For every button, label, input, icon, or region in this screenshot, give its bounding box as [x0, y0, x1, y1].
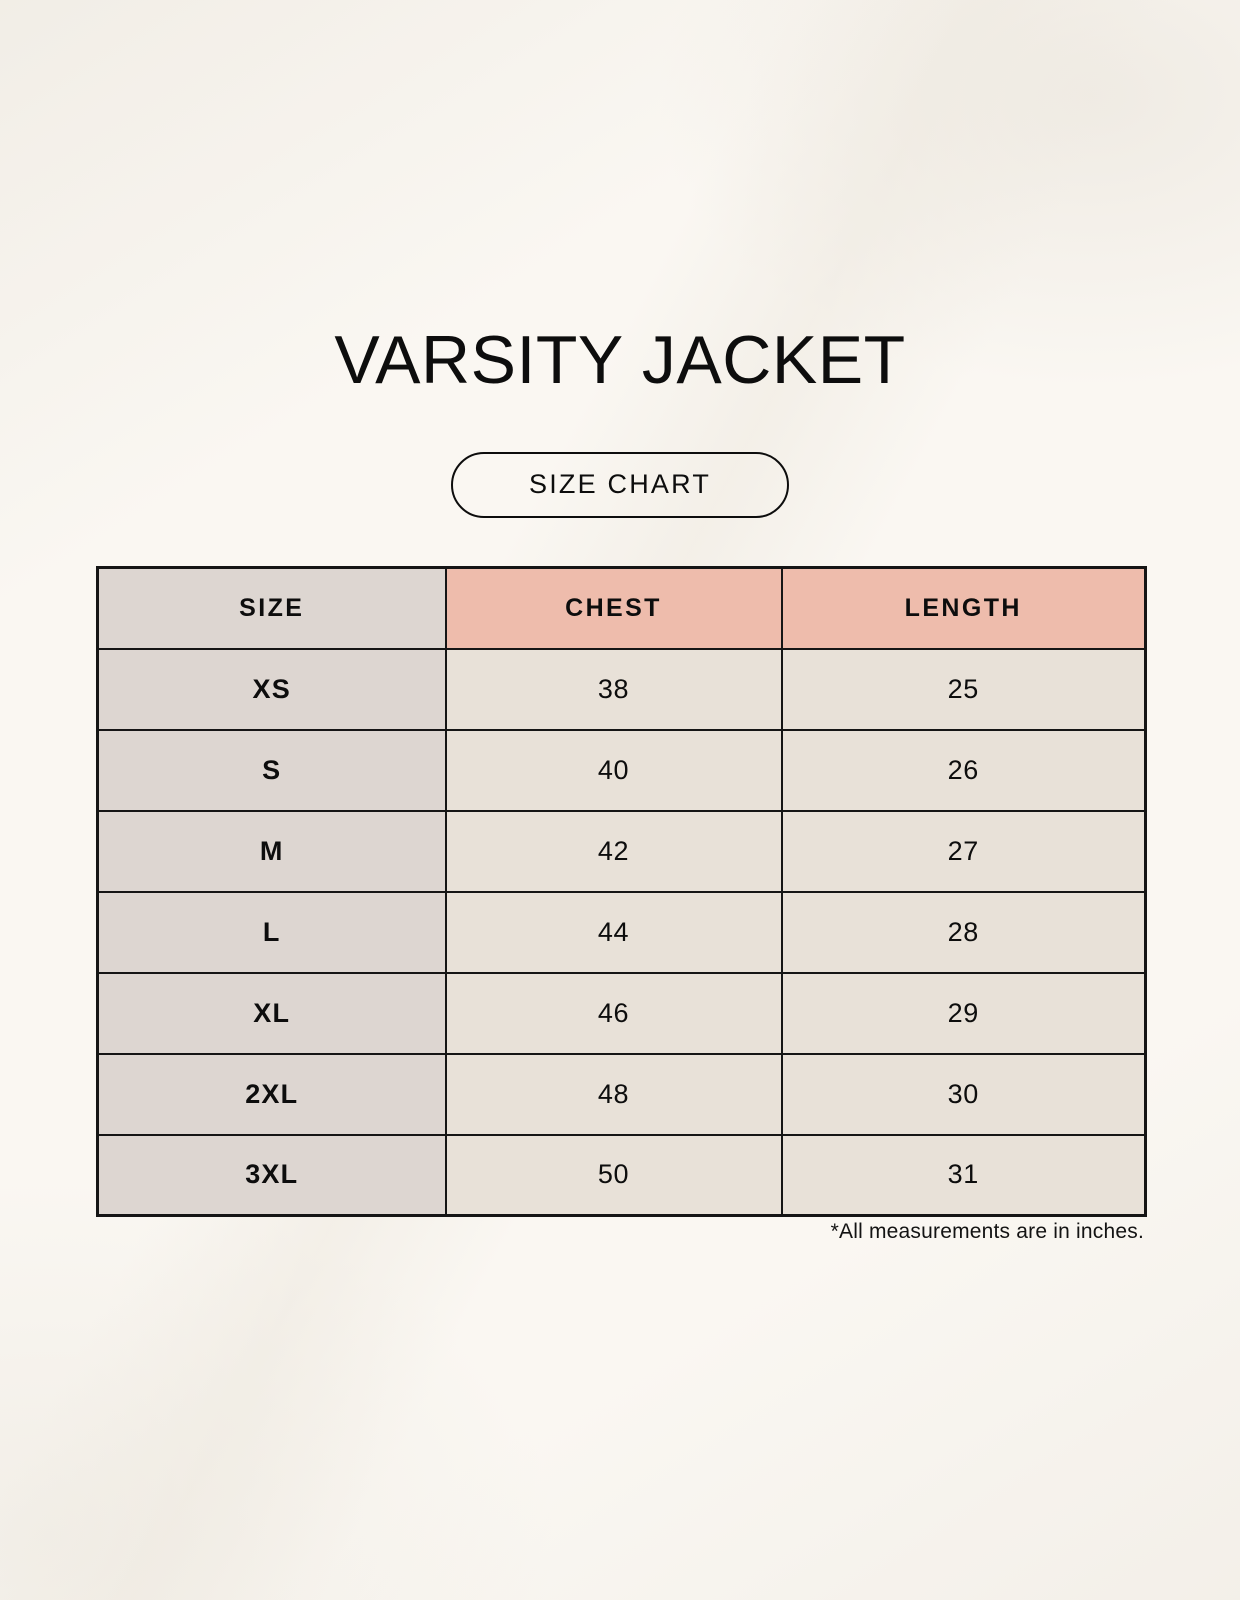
cell-length: 29 — [780, 971, 1147, 1055]
table-row: 3XL 50 31 — [96, 1133, 1147, 1217]
page-title: VARSITY JACKET — [334, 322, 906, 398]
table-header-row: SIZE CHEST LENGTH — [96, 566, 1147, 650]
cell-length: 30 — [780, 1052, 1147, 1136]
cell-length: 27 — [780, 809, 1147, 893]
cell-chest: 48 — [444, 1052, 783, 1136]
size-table-container: SIZE CHEST LENGTH XS 38 25 S 40 26 M — [96, 566, 1147, 1217]
cell-size: M — [96, 809, 447, 893]
table-row: XL 46 29 — [96, 971, 1147, 1055]
size-chart-badge: SIZE CHART — [450, 452, 790, 518]
cell-length: 25 — [780, 647, 1147, 731]
cell-size: S — [96, 728, 447, 812]
cell-length: 31 — [780, 1133, 1147, 1217]
cell-chest: 40 — [444, 728, 783, 812]
cell-length: 26 — [780, 728, 1147, 812]
cell-length: 28 — [780, 890, 1147, 974]
table-row: S 40 26 — [96, 728, 1147, 812]
cell-size: 2XL — [96, 1052, 447, 1136]
cell-chest: 44 — [444, 890, 783, 974]
column-header-length: LENGTH — [780, 566, 1147, 650]
cell-size: XL — [96, 971, 447, 1055]
table-row: L 44 28 — [96, 890, 1147, 974]
cell-chest: 46 — [444, 971, 783, 1055]
cell-chest: 42 — [444, 809, 783, 893]
table-row: XS 38 25 — [96, 647, 1147, 731]
table-row: M 42 27 — [96, 809, 1147, 893]
cell-size: L — [96, 890, 447, 974]
cell-chest: 38 — [444, 647, 783, 731]
cell-chest: 50 — [444, 1133, 783, 1217]
measurement-units-note: *All measurements are in inches. — [830, 1220, 1144, 1243]
size-table: SIZE CHEST LENGTH XS 38 25 S 40 26 M — [96, 566, 1147, 1217]
column-header-chest: CHEST — [444, 566, 783, 650]
cell-size: 3XL — [96, 1133, 447, 1217]
cell-size: XS — [96, 647, 447, 731]
badge-container: SIZE CHART — [0, 452, 1240, 518]
column-header-size: SIZE — [96, 566, 447, 650]
table-row: 2XL 48 30 — [96, 1052, 1147, 1136]
